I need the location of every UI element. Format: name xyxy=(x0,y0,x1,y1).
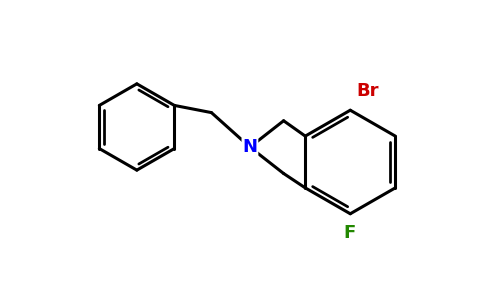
Text: Br: Br xyxy=(356,82,378,100)
Text: N: N xyxy=(242,138,257,156)
Text: F: F xyxy=(343,224,355,242)
